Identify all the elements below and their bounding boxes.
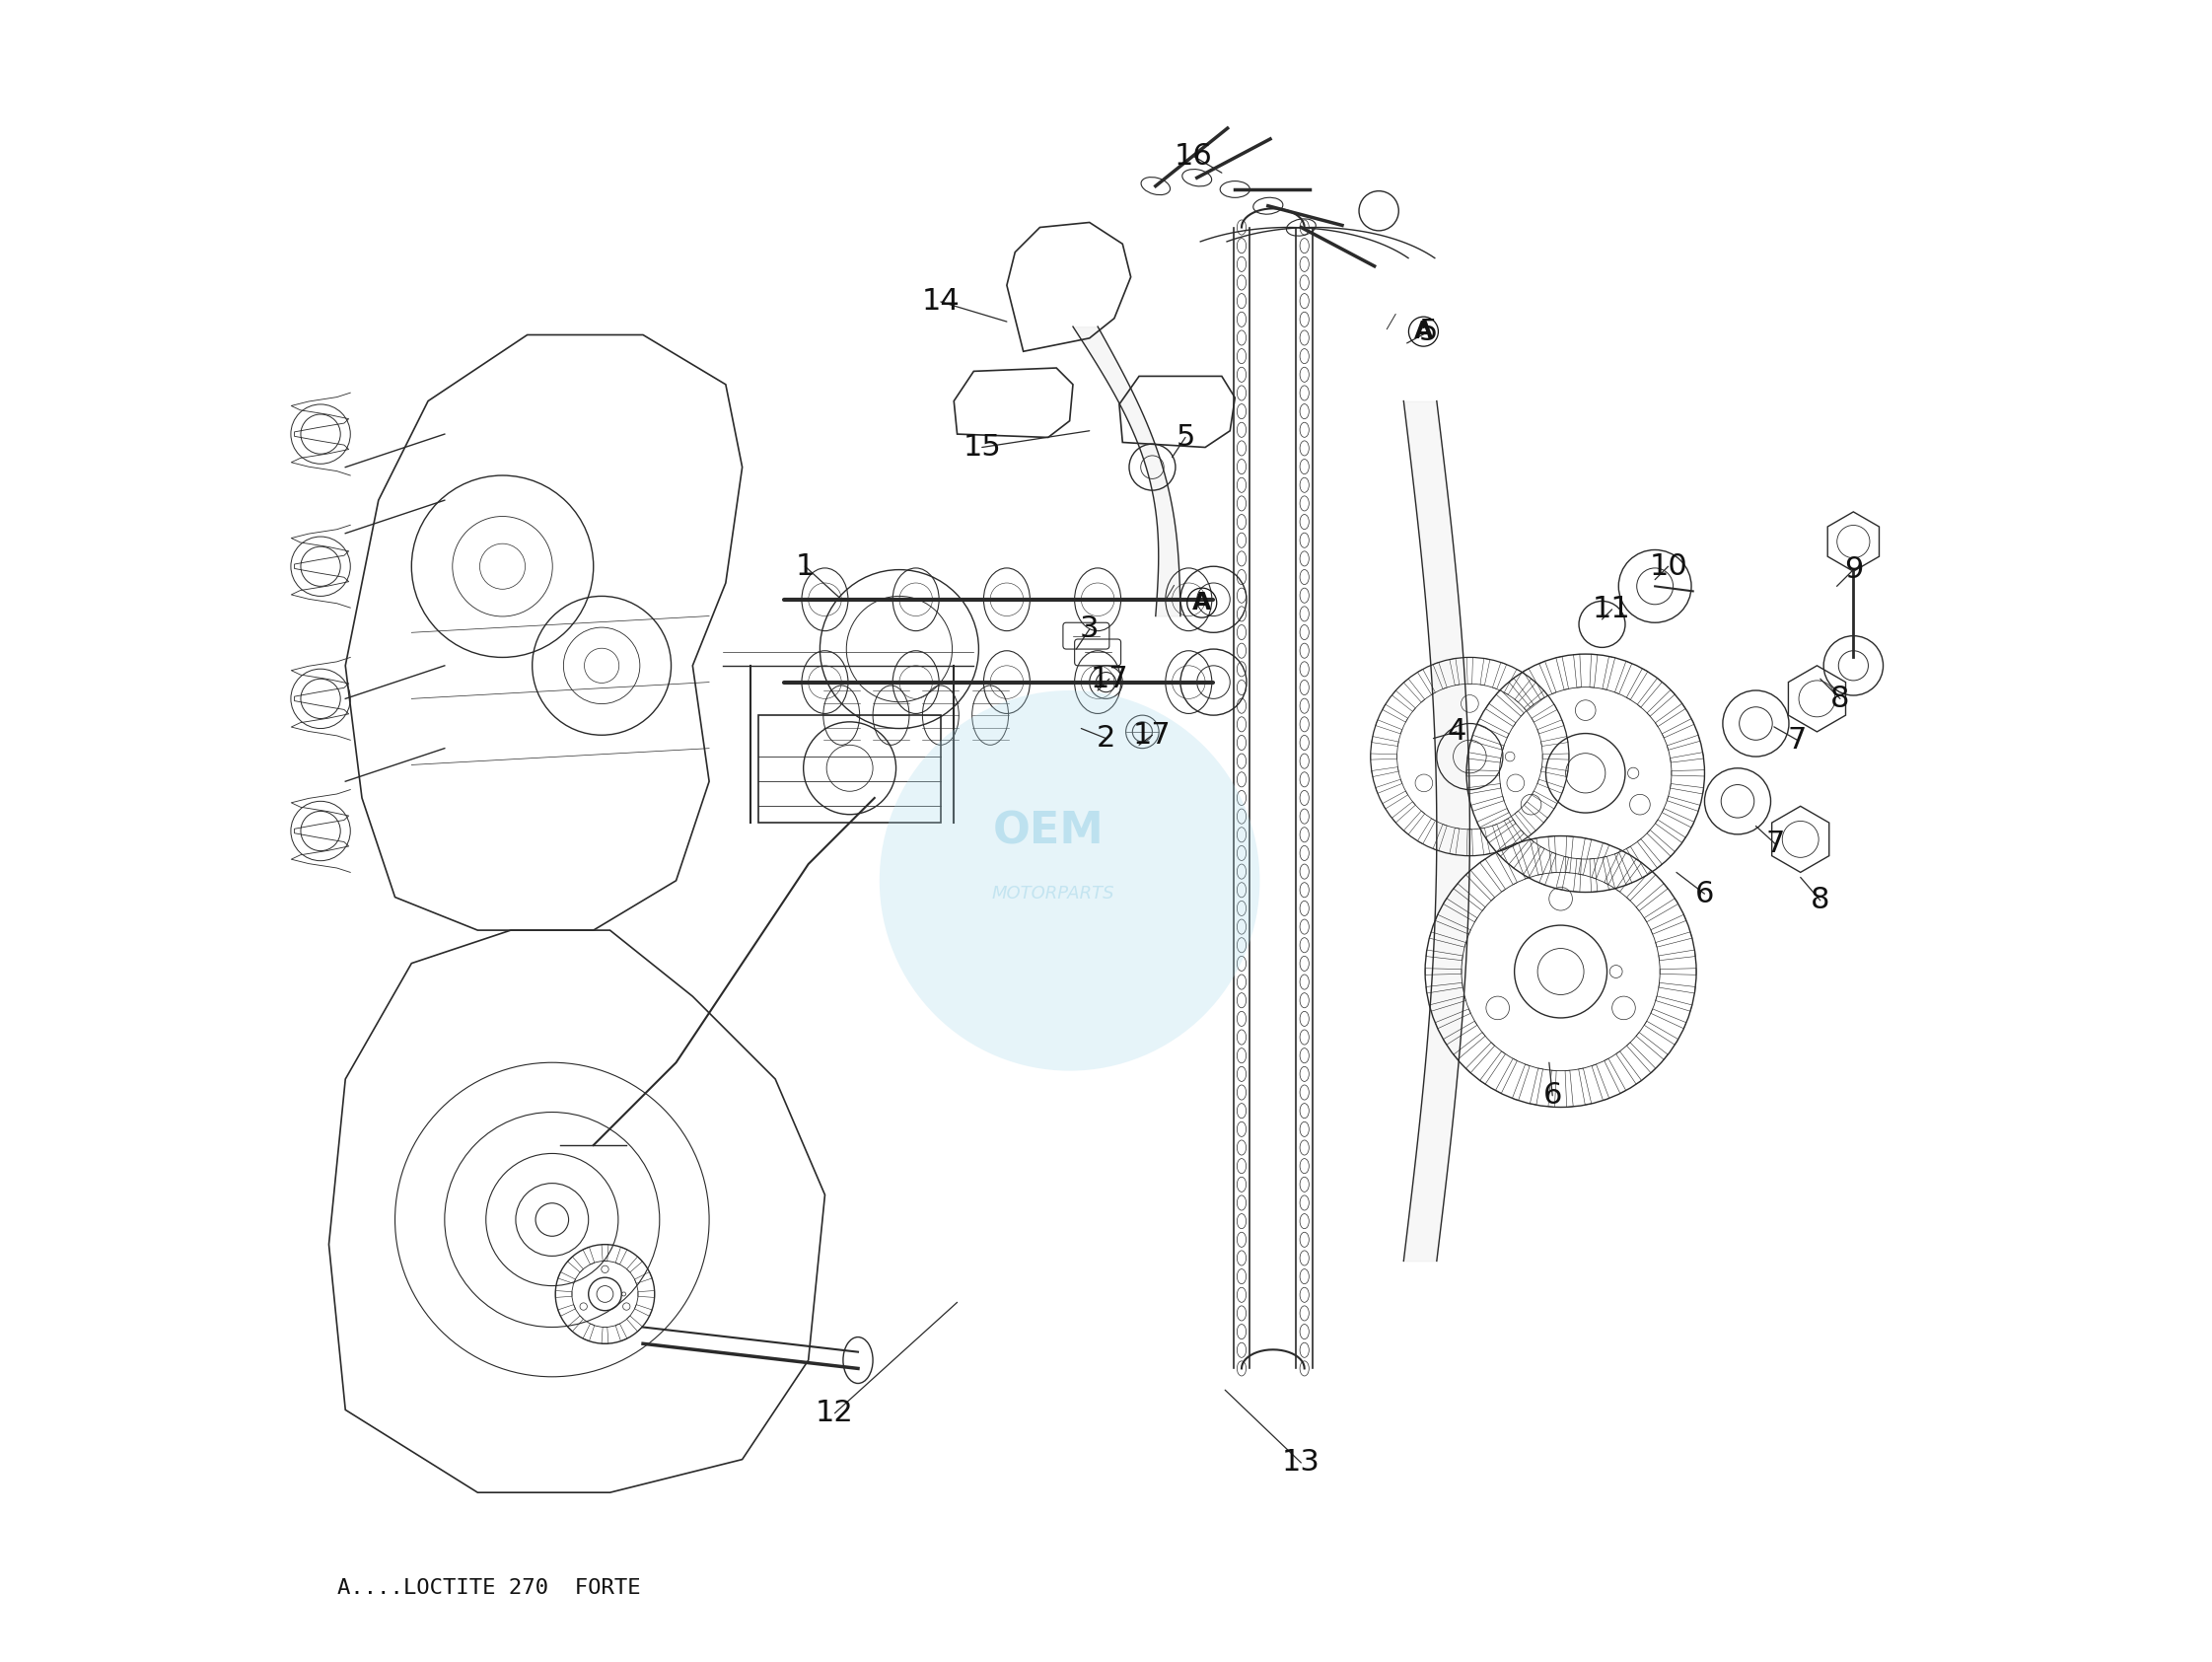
Text: 1: 1 xyxy=(796,552,814,580)
Text: 14: 14 xyxy=(922,288,960,316)
Text: OEM: OEM xyxy=(993,809,1104,853)
Text: 6: 6 xyxy=(1694,879,1714,907)
Text: 7: 7 xyxy=(1787,726,1807,755)
Text: 13: 13 xyxy=(1283,1449,1321,1478)
Text: 5: 5 xyxy=(1418,317,1438,346)
Text: 10: 10 xyxy=(1650,552,1688,580)
Text: 2: 2 xyxy=(1097,725,1115,753)
Text: MOTORPARTS: MOTORPARTS xyxy=(991,884,1115,902)
Text: 8: 8 xyxy=(1832,685,1849,713)
Text: 9: 9 xyxy=(1845,555,1863,583)
Text: 3: 3 xyxy=(1079,615,1099,643)
Text: 15: 15 xyxy=(962,434,1002,462)
Text: 12: 12 xyxy=(816,1399,854,1428)
Text: 5: 5 xyxy=(1177,424,1194,452)
Text: 6: 6 xyxy=(1544,1082,1562,1110)
Text: 16: 16 xyxy=(1175,141,1212,171)
Text: 17: 17 xyxy=(1133,721,1172,750)
Text: A....LOCTITE 270  FORTE: A....LOCTITE 270 FORTE xyxy=(336,1579,641,1599)
Circle shape xyxy=(880,690,1261,1070)
Text: 4: 4 xyxy=(1447,718,1467,746)
Text: A: A xyxy=(1192,592,1212,615)
Text: 17: 17 xyxy=(1091,665,1128,693)
Text: 8: 8 xyxy=(1812,886,1829,914)
Text: 7: 7 xyxy=(1765,829,1785,859)
Text: A: A xyxy=(1413,319,1433,344)
Text: 11: 11 xyxy=(1593,595,1630,623)
